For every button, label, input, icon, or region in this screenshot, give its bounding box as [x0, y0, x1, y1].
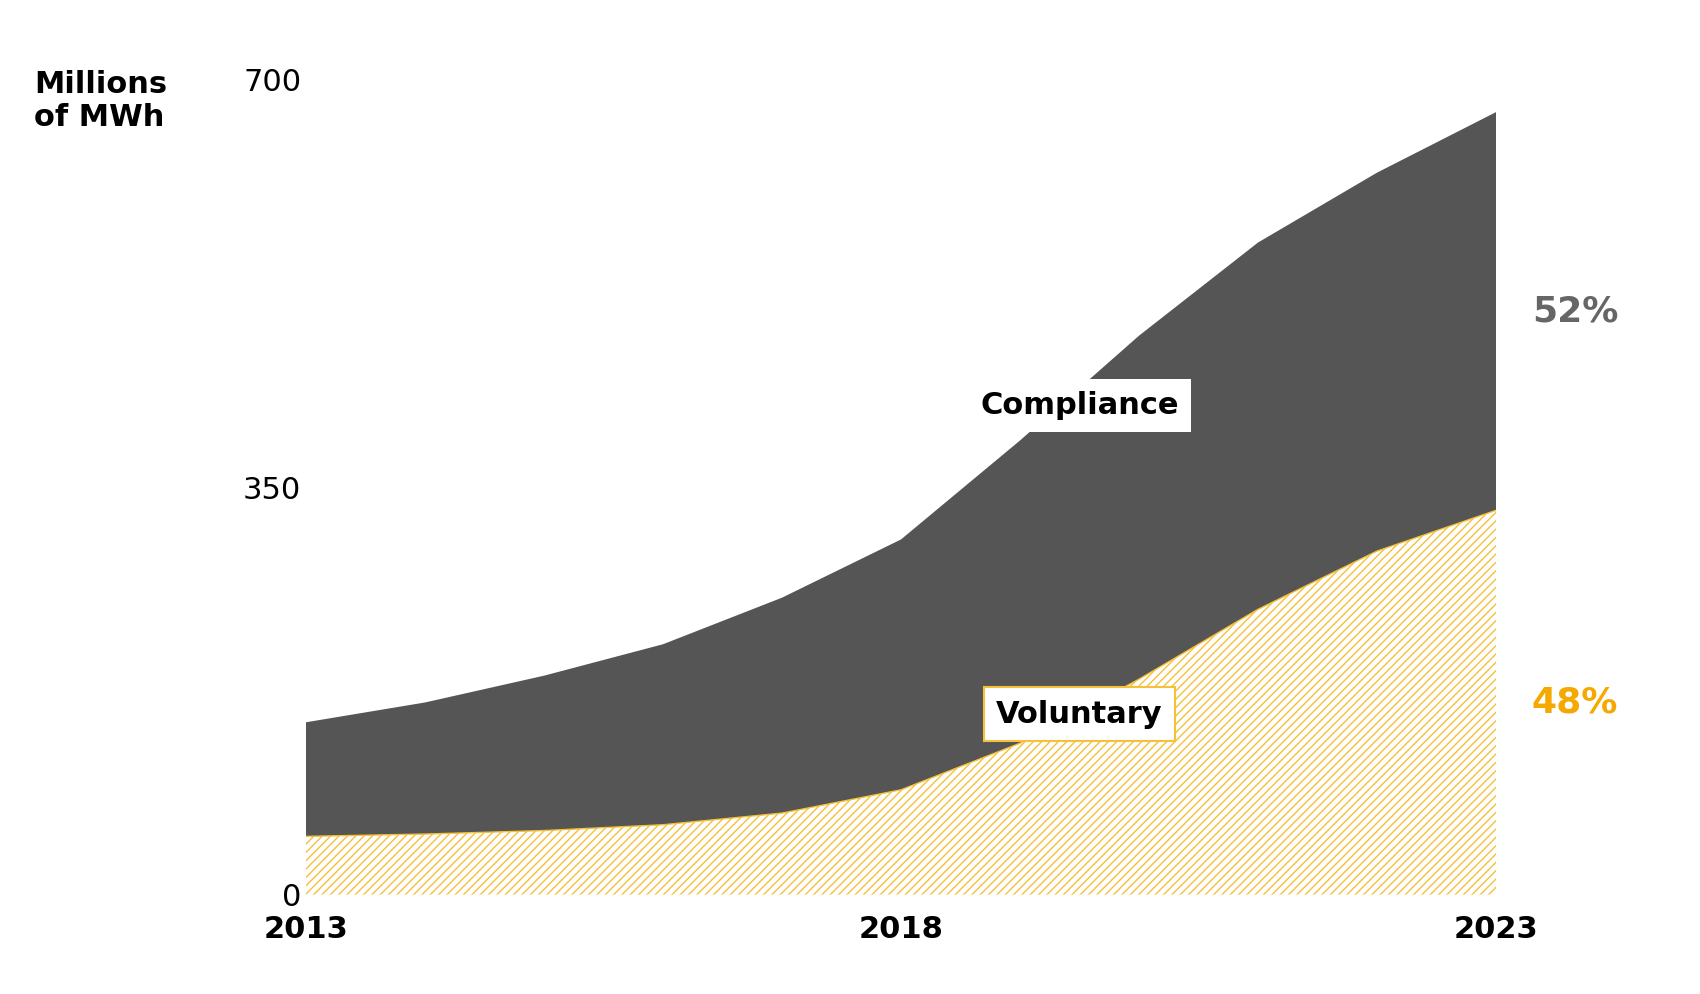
Text: Compliance: Compliance	[981, 391, 1178, 420]
Text: Millions
of MWh: Millions of MWh	[34, 70, 167, 132]
Text: 52%: 52%	[1532, 294, 1618, 328]
Text: 48%: 48%	[1532, 686, 1618, 720]
Text: Voluntary: Voluntary	[996, 700, 1163, 729]
